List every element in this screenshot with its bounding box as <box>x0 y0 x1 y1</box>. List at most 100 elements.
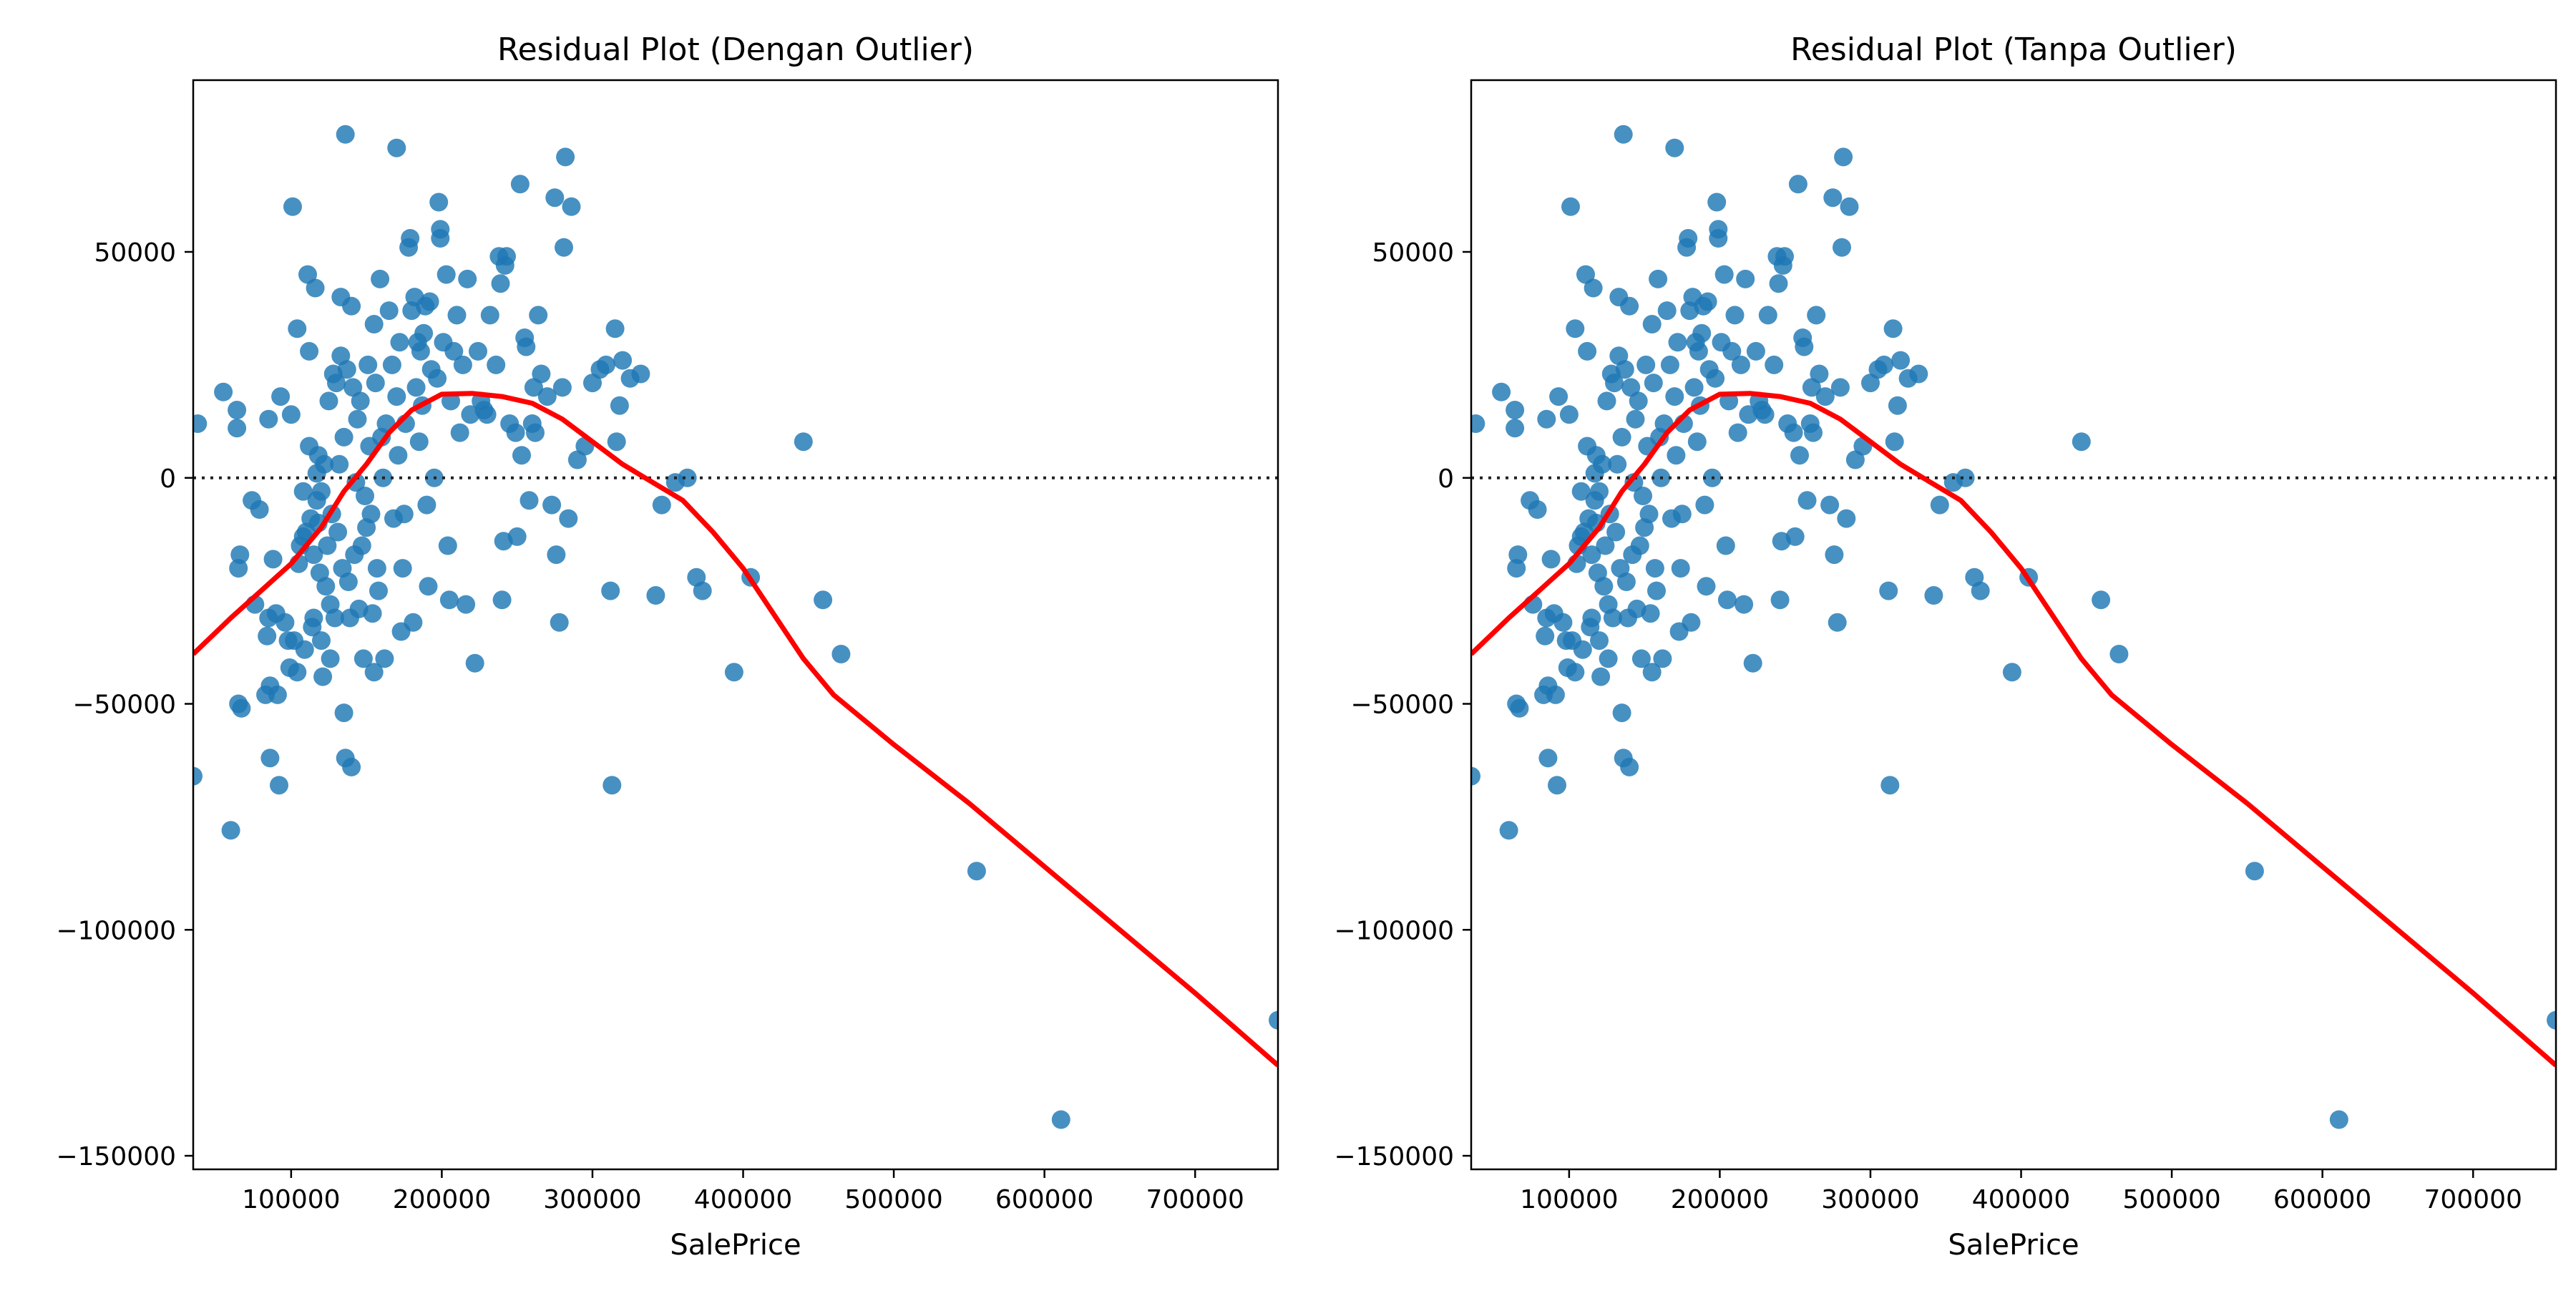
residual-point <box>1707 193 1727 212</box>
residual-point <box>1549 387 1568 406</box>
residual-point <box>1874 355 1893 374</box>
y-tick-label: 50000 <box>1372 238 1454 268</box>
residual-point <box>420 292 439 311</box>
residual-point <box>1784 423 1803 442</box>
x-tick-label: 100000 <box>242 1185 340 1214</box>
residual-point <box>260 749 280 768</box>
residual-point <box>1810 364 1829 384</box>
residual-point <box>1924 586 1943 605</box>
residual-point <box>1909 364 1928 384</box>
residual-point <box>542 495 562 515</box>
residual-point <box>1785 527 1805 546</box>
residual-point <box>379 301 399 321</box>
residual-point <box>1743 653 1762 673</box>
residual-point <box>1797 491 1817 510</box>
residual-point <box>1582 608 1601 628</box>
subplot-left: Residual Plot (Dengan Outlier) SalePrice… <box>56 31 1279 1262</box>
residual-point <box>1668 333 1687 352</box>
residual-point <box>469 341 487 361</box>
residual-point <box>537 387 557 406</box>
residual-point <box>831 645 851 663</box>
residual-point <box>318 536 337 555</box>
residual-point <box>221 821 240 840</box>
residual-point <box>1653 649 1672 668</box>
residual-point <box>1804 423 1823 442</box>
residual-point <box>1828 613 1847 632</box>
residual-point <box>1823 188 1843 208</box>
residual-point <box>281 405 301 424</box>
residual-point <box>1591 667 1611 686</box>
residual-point <box>2245 862 2264 881</box>
residual-point <box>1765 355 1784 374</box>
residual-point <box>529 306 548 325</box>
residual-point <box>1698 292 1717 311</box>
residual-point <box>519 491 539 510</box>
residual-point <box>327 374 346 393</box>
residual-point <box>258 626 277 646</box>
residual-point <box>1624 473 1644 492</box>
residual-point <box>1051 1110 1070 1129</box>
residual-point <box>259 409 278 429</box>
residual-point <box>1802 378 1821 397</box>
residual-point <box>1684 378 1704 397</box>
residual-point <box>1590 631 1609 651</box>
residual-point <box>512 446 531 465</box>
residual-point <box>1807 306 1826 325</box>
residual-point <box>306 278 325 298</box>
residual-point <box>1728 423 1747 442</box>
residual-point <box>343 378 363 397</box>
residual-point <box>1930 495 1949 515</box>
residual-point <box>1709 220 1728 239</box>
residual-point <box>545 188 565 208</box>
residual-point <box>1538 749 1558 768</box>
residual-point <box>1722 341 1742 361</box>
residual-point <box>480 306 499 325</box>
residual-point <box>1620 296 1639 316</box>
residual-point <box>1571 482 1591 501</box>
residual-point <box>367 559 386 578</box>
residual-point <box>1825 545 1844 565</box>
residual-point <box>1629 391 1648 411</box>
residual-point <box>312 631 331 651</box>
x-tick-label: 400000 <box>694 1185 792 1214</box>
residual-point <box>1885 432 1904 452</box>
residual-point <box>263 550 283 569</box>
residual-point <box>1578 341 1597 361</box>
residual-point <box>275 613 295 632</box>
residual-point <box>366 374 385 393</box>
residual-point <box>457 595 476 614</box>
plot-region-left <box>193 125 1278 1129</box>
residual-point <box>334 427 353 447</box>
x-tick-label: 700000 <box>1146 1185 1244 1214</box>
residual-point <box>2329 1110 2348 1129</box>
residual-point <box>1642 315 1662 333</box>
residual-point <box>2072 432 2091 452</box>
residual-point <box>228 401 247 419</box>
residual-point <box>1888 396 1907 415</box>
residual-point <box>1528 500 1547 519</box>
residual-point <box>1597 391 1616 411</box>
residual-point <box>334 703 353 723</box>
residual-point <box>417 495 436 515</box>
subplot-left-plot-area: 100000 200000 300000 400000 500000 600000 7000… <box>56 79 1279 1214</box>
residual-point <box>1657 301 1677 321</box>
residual-point <box>607 432 626 452</box>
residual-point <box>436 265 456 284</box>
residual-point <box>1536 626 1555 646</box>
residual-point <box>369 581 388 600</box>
y-tick-label: 0 <box>1438 464 1454 494</box>
residual-point <box>342 757 361 776</box>
residual-point <box>492 590 512 610</box>
residual-point <box>364 663 384 682</box>
residual-point <box>967 862 986 881</box>
residual-point <box>382 355 401 374</box>
residual-point <box>1758 306 1777 325</box>
residual-point <box>507 527 527 546</box>
residual-point <box>1471 766 1480 786</box>
residual-point <box>447 306 467 325</box>
residual-point <box>363 604 382 623</box>
residual-point <box>1636 355 1656 374</box>
residual-point <box>288 663 307 682</box>
residual-point <box>230 545 250 565</box>
